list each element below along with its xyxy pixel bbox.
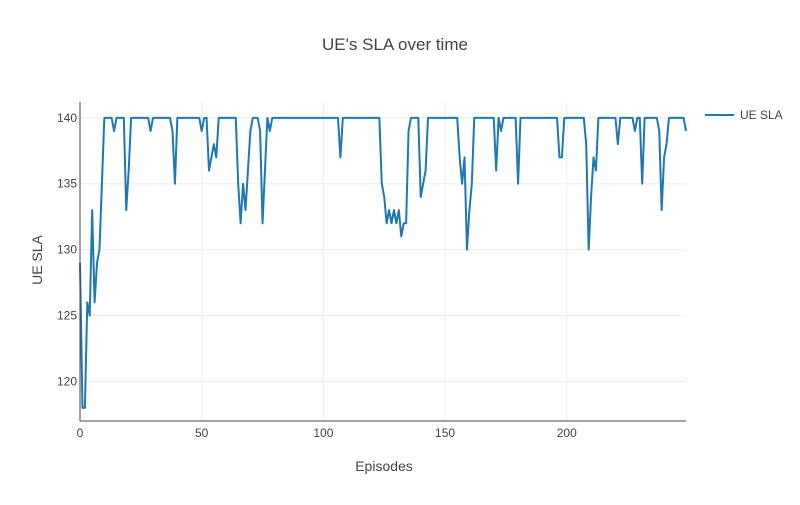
series-layer <box>79 116 687 409</box>
y-tick-labels: 120 125 130 135 140 <box>57 111 77 389</box>
y-tick-label: 135 <box>57 177 77 191</box>
x-tick-label: 100 <box>313 426 333 440</box>
x-tick-label: 150 <box>435 426 455 440</box>
y-axis-title: UE SLA <box>29 234 45 284</box>
x-grid <box>201 102 568 421</box>
y-tick-label: 125 <box>57 309 77 323</box>
y-tick-label: 120 <box>57 374 77 388</box>
legend[interactable]: UE SLA <box>705 108 783 122</box>
legend-label-ue-sla: UE SLA <box>740 108 783 122</box>
series-line-ue-sla <box>79 116 687 409</box>
chart-title: UE's SLA over time <box>322 35 468 54</box>
x-tick-label: 50 <box>195 426 209 440</box>
x-axis-title: Episodes <box>355 458 413 474</box>
y-tick-label: 140 <box>57 111 77 125</box>
y-tick-label: 130 <box>57 243 77 257</box>
x-tick-labels: 0 50 100 150 200 <box>77 426 577 440</box>
x-tick-label: 0 <box>77 426 84 440</box>
x-tick-label: 200 <box>557 426 577 440</box>
